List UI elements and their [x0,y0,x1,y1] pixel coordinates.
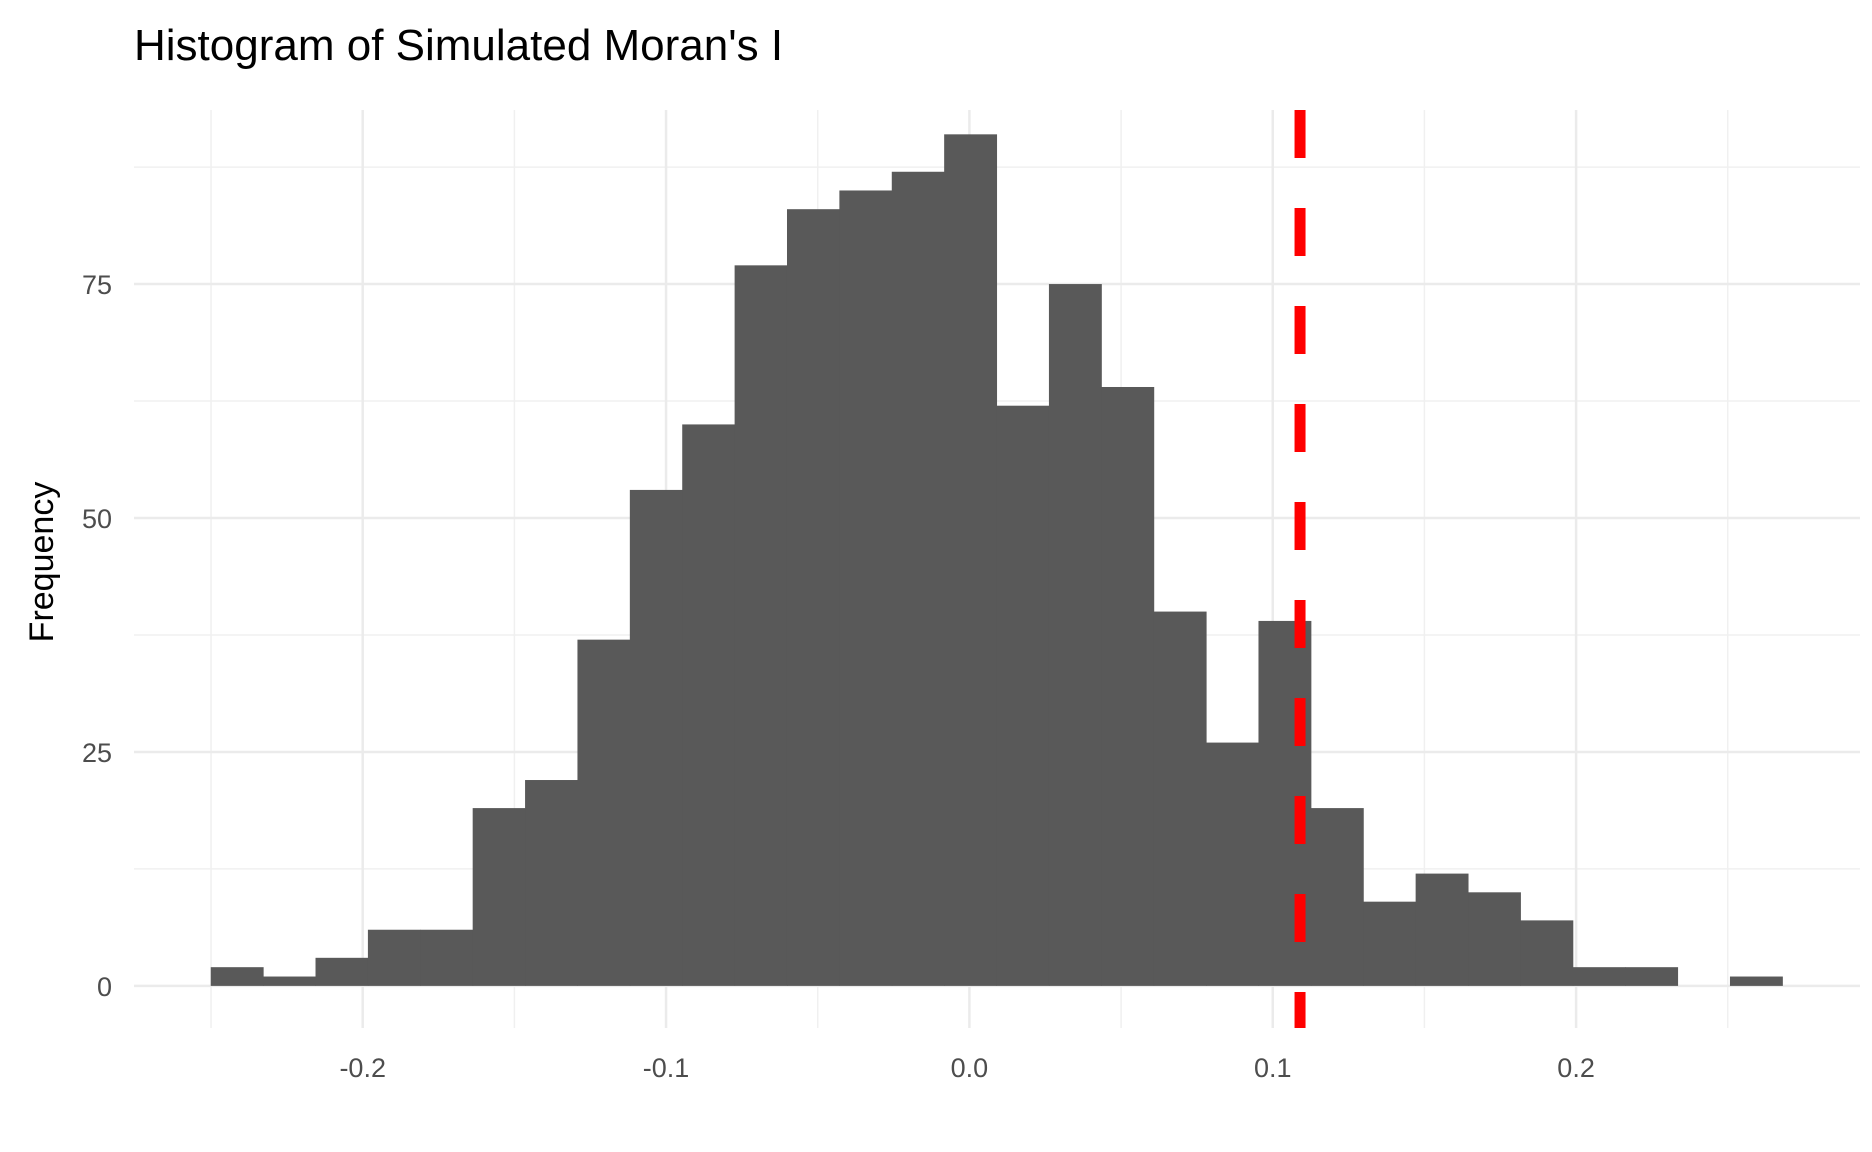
histogram-bar [1363,901,1417,986]
histogram-bar [1206,742,1259,986]
x-tick-label: 0.0 [951,1053,989,1083]
x-tick-labels: -0.2 -0.1 0.0 0.1 0.2 [339,1053,1594,1083]
histogram-bar [420,929,474,986]
histogram-bar [1468,892,1521,986]
histogram-bar [1520,920,1574,986]
bars [210,134,1783,986]
y-tick-labels: 0 25 50 75 [82,270,112,1002]
histogram-bar [210,967,264,986]
histogram-bar [525,780,578,986]
histogram-bar [1729,976,1783,986]
histogram-bar [944,134,998,986]
histogram-bar [263,976,317,986]
y-tick-label: 25 [82,738,112,768]
y-axis-label: Frequency [23,482,61,643]
y-tick-label: 0 [97,972,112,1002]
x-tick-label: -0.2 [339,1053,386,1083]
x-tick-label: -0.1 [643,1053,690,1083]
x-tick-label: 0.2 [1557,1053,1595,1083]
histogram-bar [1153,611,1207,986]
histogram-bar [1625,967,1679,986]
histogram-bar [682,424,736,986]
y-tick-label: 50 [82,504,112,534]
histogram-bar [629,489,683,986]
histogram-bar [472,808,526,986]
histogram-bar [1310,808,1364,986]
histogram-bar [1101,386,1155,986]
histogram-bar [1048,284,1102,986]
histogram-bar [839,190,893,986]
chart-title: Histogram of Simulated Moran's I [134,21,783,70]
histogram-bar [996,405,1050,986]
histogram-bar [367,929,421,986]
histogram-bar [891,171,945,986]
y-tick-label: 75 [82,270,112,300]
histogram-bar [577,639,631,986]
histogram-bar [1572,967,1626,986]
histogram-bar [315,957,369,986]
histogram-bar [786,209,840,986]
x-tick-label: 0.1 [1254,1053,1292,1083]
histogram-bar [734,265,788,986]
histogram-bar [1415,873,1469,986]
